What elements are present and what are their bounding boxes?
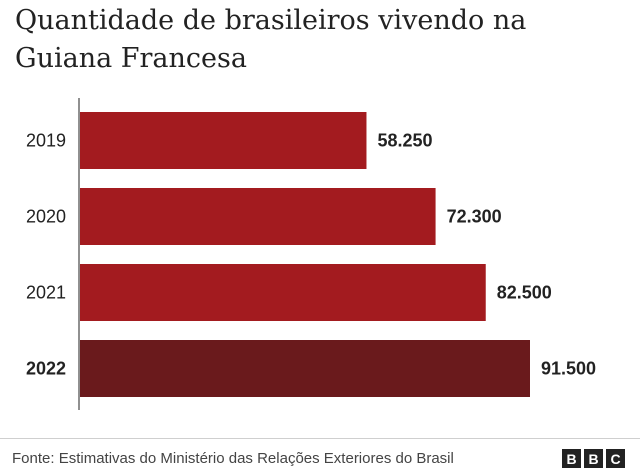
bbc-logo: B B C (562, 449, 625, 468)
bar-2021 (80, 264, 486, 321)
bar-value-label: 72.300 (447, 207, 502, 227)
bars-layer: 58.250 2019 72.300 2020 82.500 2021 91.500 2022 (26, 112, 596, 397)
footer-divider (0, 438, 640, 439)
bbc-logo-letter: B (584, 449, 603, 468)
chart-title: Quantidade de brasileiros vivendo na Gui… (15, 5, 527, 74)
bar-value-label: 91.500 (541, 359, 596, 379)
y-tick-label: 2020 (26, 207, 66, 227)
bbc-logo-letter: B (562, 449, 581, 468)
bar-2022 (80, 340, 530, 397)
bar-2020 (80, 188, 436, 245)
source-note: Fonte: Estimativas do Ministério das Rel… (12, 450, 454, 467)
bar-value-label: 58.250 (377, 131, 432, 151)
y-tick-label: 2019 (26, 131, 66, 151)
y-tick-label: 2022 (26, 359, 66, 379)
bar-value-label: 82.500 (497, 283, 552, 303)
bar-2019 (80, 112, 367, 169)
bbc-logo-letter: C (606, 449, 625, 468)
y-tick-label: 2021 (26, 283, 66, 303)
